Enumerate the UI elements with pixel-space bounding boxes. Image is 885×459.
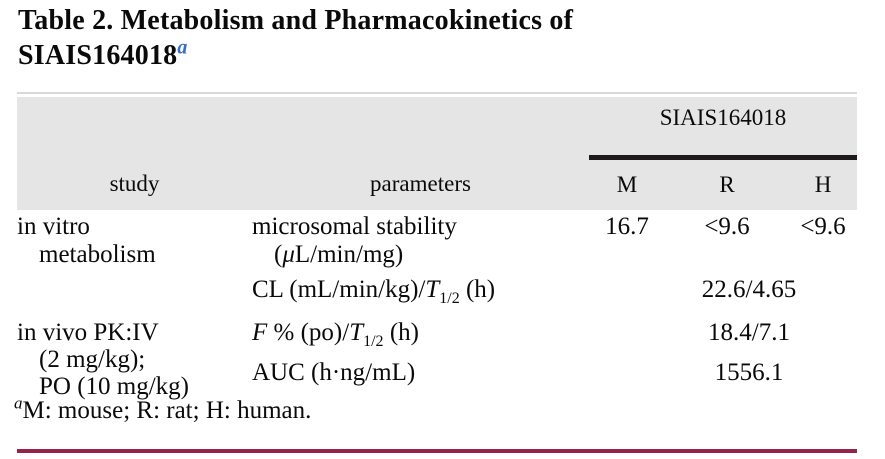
param-cell-microsomal-stability: microsomal stability (μL/min/mg): [252, 210, 589, 275]
pharmacokinetics-table: SIAIS164018 study parameters M R H in vi…: [17, 97, 857, 417]
row-clearance-halflife: CL (mL/min/kg)/T1/2 (h) 22.6/4.65: [17, 275, 857, 313]
top-hairline-rule: [17, 92, 857, 94]
value-bioavailability-auc: 18.4/7.1 1556.1: [589, 313, 857, 417]
study-cell-in-vivo: in vivo PK:IV (2 mg/kg); PO (10 mg/kg): [17, 313, 252, 417]
row-in-vitro-metabolism: in vitro metabolism microsomal stability…: [17, 210, 857, 275]
col-header-rat: R: [665, 157, 789, 210]
table-header: SIAIS164018 study parameters M R H: [17, 97, 857, 210]
table-footnote: aM: mouse; R: rat; H: human.: [14, 393, 312, 426]
study-cell-in-vitro: in vitro metabolism: [17, 210, 252, 275]
table-body: in vitro metabolism microsomal stability…: [17, 210, 857, 417]
spanner-spacer-study: [17, 97, 252, 158]
value-mouse-microsomal: 16.7: [589, 210, 665, 275]
col-header-parameters: parameters: [252, 157, 589, 210]
bottom-maroon-rule: [17, 449, 857, 453]
compound-spanner-header: SIAIS164018: [589, 97, 857, 160]
column-header-row: study parameters M R H: [17, 157, 857, 210]
value-f-halflife: 18.4/7.1: [708, 319, 790, 346]
param-cell-bioavailability-auc: F % (po)/T1/2 (h) AUC (h·ng/mL): [252, 313, 589, 417]
param-auc: AUC (h·ng/mL): [252, 359, 416, 386]
footnote-marker: a: [14, 393, 23, 413]
param-cell-clearance: CL (mL/min/kg)/T1/2 (h): [252, 275, 589, 313]
footnote-text: M: mouse; R: rat; H: human.: [22, 397, 312, 424]
value-rat-microsomal: <9.6: [665, 210, 789, 275]
study-cell-empty: [17, 275, 252, 313]
col-header-human: H: [789, 157, 857, 210]
value-auc: 1556.1: [714, 359, 784, 386]
spanner-spacer-parameters: [252, 97, 589, 158]
spanner-row: SIAIS164018: [17, 97, 857, 160]
title-footnote-marker: a: [177, 36, 188, 59]
row-in-vivo-pk: in vivo PK:IV (2 mg/kg); PO (10 mg/kg) F…: [17, 313, 857, 417]
col-header-study: study: [17, 157, 252, 210]
table-title-line2: SIAIS164018: [18, 40, 178, 71]
col-header-mouse: M: [589, 157, 665, 210]
table-title-line1: Table 2. Metabolism and Pharmacokinetics…: [18, 5, 574, 36]
mu-symbol: μ: [282, 241, 295, 268]
value-clearance-halflife: 22.6/4.65: [589, 275, 857, 313]
table-title: Table 2. Metabolism and Pharmacokinetics…: [18, 3, 573, 73]
value-human-microsomal: <9.6: [789, 210, 857, 275]
